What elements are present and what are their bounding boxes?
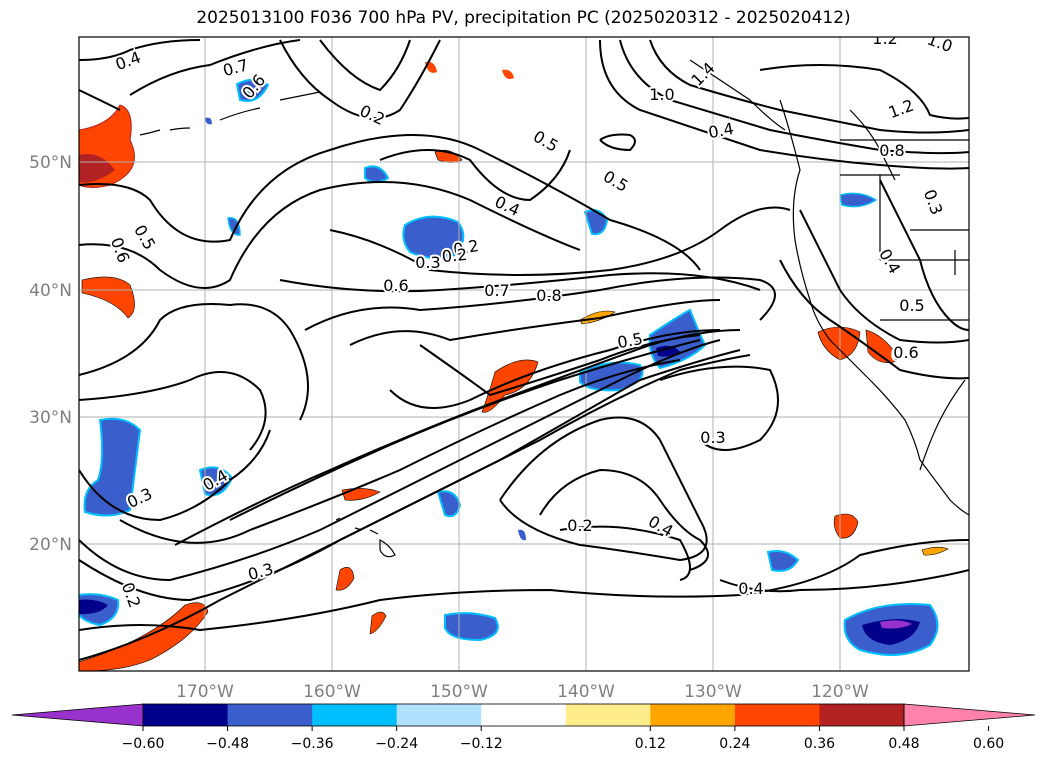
latitude-labels: 50°N 40°N 30°N 20°N bbox=[29, 153, 72, 555]
contour-label: 0.6 bbox=[892, 345, 917, 364]
colorbar-segment bbox=[143, 704, 229, 726]
coastlines bbox=[139, 59, 969, 558]
contour-label: 0.2 bbox=[441, 245, 468, 266]
contour-label: 0.8 bbox=[536, 286, 561, 305]
colorbar-tick-label: −0.12 bbox=[460, 736, 503, 752]
colorbar-tick-label: 0.36 bbox=[804, 736, 835, 752]
lon-label: 140°W bbox=[557, 682, 615, 702]
colorbar-tick-label: 0.48 bbox=[888, 736, 919, 752]
contour-label: 0.4 bbox=[738, 579, 763, 598]
longitude-labels: 170°W 160°W 150°W 140°W 130°W 120°W bbox=[176, 682, 869, 702]
contour-label-halo: 1.2 bbox=[872, 29, 897, 48]
lat-label: 40°N bbox=[29, 281, 72, 301]
contour-label-halo: 0.2 bbox=[441, 245, 468, 266]
colorbar-tick-label: 0.24 bbox=[719, 736, 750, 752]
colorbar-frame bbox=[142, 703, 905, 727]
colorbar-segment bbox=[734, 704, 820, 726]
contour-label: 1.2 bbox=[872, 29, 897, 48]
colorbar-tick-label: −0.60 bbox=[122, 736, 165, 752]
contour-label-halo: 0.6 bbox=[383, 276, 408, 295]
gridlines bbox=[79, 37, 969, 671]
map-panel: 0.40.4 0.70.70.60.60.20.20.50.50.50.50.40… bbox=[79, 29, 969, 671]
lon-label: 150°W bbox=[430, 682, 488, 702]
colorbar-segment bbox=[650, 704, 736, 726]
lon-label: 130°W bbox=[684, 682, 742, 702]
contour-label: 0.5 bbox=[616, 329, 644, 352]
colorbar-tick-label: 0.12 bbox=[635, 736, 666, 752]
contour-label: 0.5 bbox=[899, 296, 924, 315]
colorbar-segment bbox=[396, 704, 482, 726]
precip-negative-areas bbox=[79, 78, 939, 656]
colorbar-segment bbox=[565, 704, 651, 726]
colorbar-extend-high bbox=[903, 703, 1036, 727]
contour-label: 0.6 bbox=[893, 343, 918, 362]
contour-label: 0.3 bbox=[415, 253, 440, 272]
map-frame bbox=[78, 36, 970, 672]
precip-positive-areas bbox=[79, 61, 949, 671]
contour-label-halo: 0.6 bbox=[893, 343, 918, 362]
colorbar-tick-label: −0.36 bbox=[291, 736, 334, 752]
contour-label: 0.4 bbox=[707, 119, 735, 142]
colorbar-tick-label: −0.48 bbox=[206, 736, 249, 752]
lon-label: 120°W bbox=[811, 682, 869, 702]
colorbar-tick-label: 0.60 bbox=[973, 736, 1004, 752]
colorbar-extend-low bbox=[11, 703, 144, 727]
contour-label-halo: 0.3 bbox=[415, 253, 440, 272]
colorbar-segment bbox=[481, 704, 567, 726]
contour-label-halo: 0.3 bbox=[700, 428, 725, 447]
lon-label: 160°W bbox=[303, 682, 361, 702]
lat-label: 50°N bbox=[29, 153, 72, 173]
contour-label: 0.7 bbox=[484, 281, 509, 300]
contour-label: 0.6 bbox=[383, 276, 408, 295]
contour-label: 0.2 bbox=[567, 516, 592, 535]
colorbar-tick-label: −0.24 bbox=[375, 736, 418, 752]
contour-label-halo: 1.0 bbox=[649, 85, 674, 104]
contour-label: 0.8 bbox=[879, 141, 904, 160]
contour-label-halo: 0.6 bbox=[892, 345, 917, 364]
contour-label-halo: 0.8 bbox=[536, 286, 561, 305]
lat-label: 30°N bbox=[29, 408, 72, 428]
lat-label: 20°N bbox=[29, 535, 72, 555]
contour-label-halo: 0.8 bbox=[879, 141, 904, 160]
contour-label-halo: 0.2 bbox=[567, 516, 592, 535]
pv-contours bbox=[79, 39, 969, 661]
contour-label: 0.2 bbox=[452, 236, 480, 259]
contour-label-halo: 0.5 bbox=[899, 296, 924, 315]
contour-label: 0.3 bbox=[700, 428, 725, 447]
colorbar: −0.60 −0.48 −0.36 −0.24 −0.12 0.12 0.24 0.36 0.4… bbox=[11, 703, 1036, 752]
colorbar-segment bbox=[312, 704, 398, 726]
map-title: 2025013100 F036 700 hPa PV, precipitatio… bbox=[196, 8, 851, 28]
colorbar-segment bbox=[227, 704, 313, 726]
contour-label-halo: 0.4 bbox=[738, 579, 763, 598]
contour-label: 1.0 bbox=[649, 85, 674, 104]
colorbar-segment bbox=[819, 704, 905, 726]
contour-label-halo: 0.7 bbox=[484, 281, 509, 300]
lon-label: 170°W bbox=[176, 682, 234, 702]
